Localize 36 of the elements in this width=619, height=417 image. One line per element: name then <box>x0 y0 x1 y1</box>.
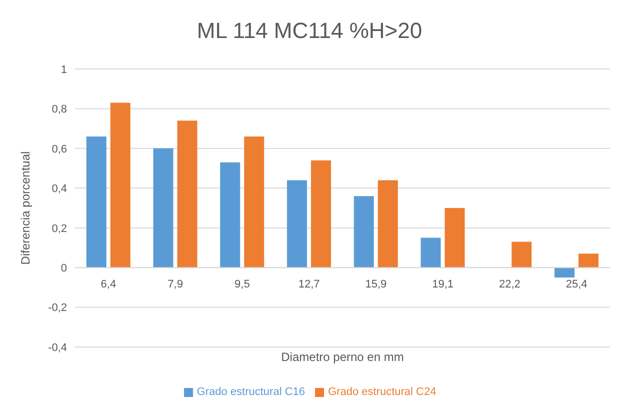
bar <box>220 162 240 268</box>
x-tick-label: 25,4 <box>566 278 588 291</box>
bar <box>110 102 130 268</box>
bar <box>444 208 465 268</box>
x-axis-title: Diametro perno en mm <box>280 350 405 364</box>
bar <box>420 238 441 268</box>
bar <box>286 180 307 268</box>
y-axis-title: Diferencia porcentual <box>18 151 32 265</box>
y-tick-label: 0,8 <box>52 104 67 116</box>
bar <box>354 196 374 268</box>
y-tick-label: 0 <box>60 262 67 274</box>
bar <box>310 160 331 268</box>
chart-title: ML 114 MC114 %H>20 <box>196 18 424 44</box>
x-tick-label: 12,7 <box>298 278 320 291</box>
y-tick-label: 0,4 <box>52 183 67 196</box>
x-tick-label: 7,9 <box>168 278 183 291</box>
x-tick-label: 22,2 <box>498 278 520 291</box>
bar <box>378 180 398 268</box>
y-tick-label: -0,4 <box>48 342 67 354</box>
bar <box>153 148 174 268</box>
bar <box>177 120 198 268</box>
bar <box>554 268 574 278</box>
x-tick-label: 6,4 <box>100 278 116 291</box>
y-tick-label: 0,2 <box>52 222 67 235</box>
y-tick-label: 0,6 <box>52 143 67 156</box>
x-tick-label: 15,9 <box>365 278 387 291</box>
bar <box>86 136 106 268</box>
bar <box>512 242 532 268</box>
x-tick-label: 19,1 <box>432 278 454 291</box>
bar <box>244 136 264 268</box>
legend-label: Grado estructural C16 <box>196 386 305 398</box>
y-tick-label: 1 <box>60 64 67 76</box>
y-tick-label: -0,2 <box>48 302 67 314</box>
x-tick-label: 9,5 <box>234 278 250 291</box>
bar <box>578 254 598 268</box>
legend-label: Grado estructural C24 <box>328 386 436 398</box>
